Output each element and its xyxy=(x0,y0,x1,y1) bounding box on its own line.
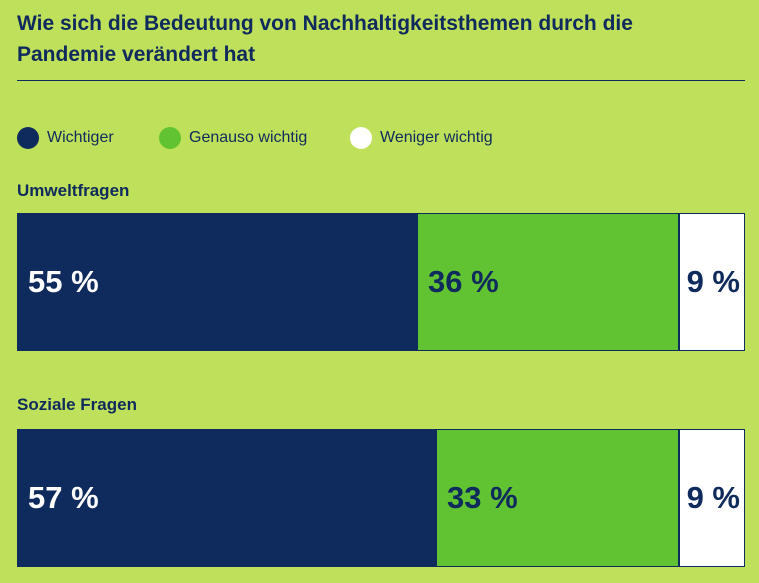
data-label-genauso-1: 33 % xyxy=(447,480,518,515)
bar-segment-wichtiger-0: 55 % xyxy=(17,213,417,351)
legend-item-genauso: Genauso wichtig xyxy=(159,125,307,151)
category-label-soziale-fragen: Soziale Fragen xyxy=(17,395,137,414)
category-label-umweltfragen: Umweltfragen xyxy=(17,181,130,200)
legend-label-wichtiger: Wichtiger xyxy=(47,129,114,146)
bar-segment-weniger-0: 9 % xyxy=(679,213,745,351)
legend: Wichtiger Genauso wichtig Weniger wichti… xyxy=(17,125,745,151)
bar-segment-wichtiger-1: 57 % xyxy=(17,429,436,567)
data-label-weniger-1: 9 % xyxy=(686,480,740,515)
legend-item-wichtiger: Wichtiger xyxy=(17,125,114,151)
data-label-genauso-0: 36 % xyxy=(428,264,499,299)
data-label-wichtiger-1: 57 % xyxy=(28,480,99,515)
legend-swatch-wichtiger xyxy=(17,127,39,149)
chart-title: Wie sich die Bedeutung von Nachhaltigkei… xyxy=(17,12,633,66)
data-label-wichtiger-0: 55 % xyxy=(28,264,99,299)
bar-umweltfragen: 55 % 36 % 9 % xyxy=(17,213,745,351)
bar-soziale-fragen: 57 % 33 % 9 % xyxy=(17,429,745,567)
legend-label-genauso: Genauso wichtig xyxy=(189,129,308,146)
legend-swatch-genauso xyxy=(159,127,181,149)
legend-item-weniger: Weniger wichtig xyxy=(350,125,493,151)
title-divider xyxy=(17,80,745,81)
bar-segment-weniger-1: 9 % xyxy=(679,429,745,567)
data-label-weniger-0: 9 % xyxy=(686,264,740,299)
legend-swatch-weniger xyxy=(350,127,372,149)
bar-segment-genauso-0: 36 % xyxy=(417,213,679,351)
legend-label-weniger: Weniger wichtig xyxy=(380,129,493,146)
bar-segment-genauso-1: 33 % xyxy=(436,429,679,567)
